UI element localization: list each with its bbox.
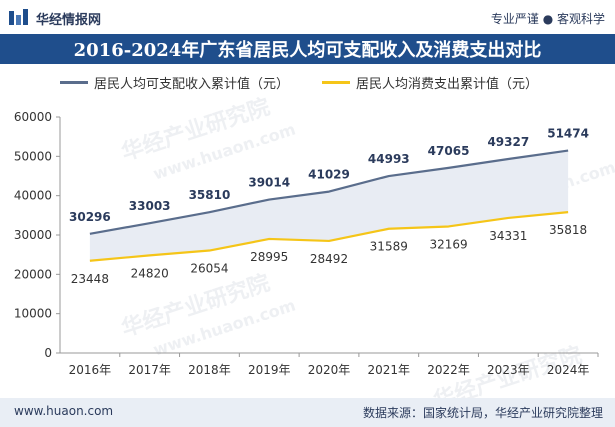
legend-swatch-income	[60, 81, 88, 84]
legend-item-consumption: 居民人均消费支出累计值（元）	[322, 73, 538, 92]
data-label-consumption: 31589	[370, 240, 408, 254]
brand-logo-icon	[9, 9, 28, 25]
data-label-income: 41029	[308, 168, 350, 182]
top-bar: 华经情报网 专业严谨 ● 客观科学	[0, 0, 615, 34]
data-label-income: 47065	[428, 144, 470, 158]
data-label-income: 33003	[129, 199, 171, 213]
legend-label-income: 居民人均可支配收入累计值（元）	[94, 77, 290, 92]
chart-title: 2016-2024年广东省居民人均可支配收入及消费支出对比	[73, 40, 542, 61]
data-label-consumption: 24820	[131, 266, 169, 280]
y-tick-label: 30000	[14, 228, 52, 242]
footer: www.huaon.com 数据来源：国家统计局，华经产业研究院整理	[0, 398, 615, 427]
data-label-income: 39014	[248, 176, 290, 190]
data-label-income: 44993	[368, 152, 410, 166]
y-tick-label: 40000	[14, 189, 52, 203]
chart-legend: 居民人均可支配收入累计值（元） 居民人均消费支出累计值（元）	[0, 70, 615, 92]
data-label-income: 35810	[189, 188, 231, 202]
data-label-consumption: 34331	[489, 229, 527, 243]
series-line-income	[89, 149, 569, 235]
data-label-income: 30296	[69, 210, 111, 224]
legend-swatch-consumption	[322, 81, 350, 84]
y-tick-label: 20000	[14, 267, 52, 281]
footer-source: 数据来源：国家统计局，华经产业研究院整理	[362, 406, 603, 420]
x-tick-label: 2018年	[188, 363, 231, 377]
x-tick-label: 2020年	[308, 363, 351, 377]
data-label-income: 51474	[547, 127, 589, 141]
y-tick-label: 0	[44, 346, 52, 360]
title-bar: 2016-2024年广东省居民人均可支配收入及消费支出对比	[0, 34, 615, 64]
y-tick-label: 50000	[14, 149, 52, 163]
x-tick-label: 2024年	[547, 363, 590, 377]
series-line-consumption	[89, 211, 569, 262]
data-label-consumption: 32169	[429, 237, 467, 251]
data-label-consumption: 26054	[190, 262, 228, 276]
legend-item-income: 居民人均可支配收入累计值（元）	[60, 73, 289, 92]
x-tick-label: 2019年	[248, 363, 291, 377]
footer-website-link[interactable]: www.huaon.com	[14, 404, 114, 418]
data-label-consumption: 23448	[71, 272, 109, 286]
brand[interactable]: 华经情报网	[8, 8, 101, 28]
x-tick-label: 2022年	[427, 363, 470, 377]
data-label-income: 49327	[487, 135, 529, 149]
data-label-consumption: 28492	[310, 252, 348, 266]
line-chart: 0 10000 20000 30000 40000 50000 60000 2016年 2017…	[14, 110, 599, 377]
legend-label-consumption: 居民人均消费支出累计值（元）	[356, 77, 539, 92]
x-tick-label: 2023年	[487, 363, 530, 377]
brand-name: 华经情报网	[36, 12, 102, 28]
x-tick-label: 2017年	[128, 363, 171, 377]
tagline: 专业严谨 ● 客观科学	[490, 12, 605, 26]
data-label-consumption: 28995	[250, 250, 288, 264]
x-tick-label: 2021年	[368, 363, 411, 377]
area-between-series	[89, 150, 569, 261]
data-label-consumption: 35818	[549, 223, 587, 237]
y-tick-label: 10000	[14, 307, 52, 321]
x-tick-label: 2016年	[69, 363, 112, 377]
y-tick-label: 60000	[14, 110, 52, 124]
